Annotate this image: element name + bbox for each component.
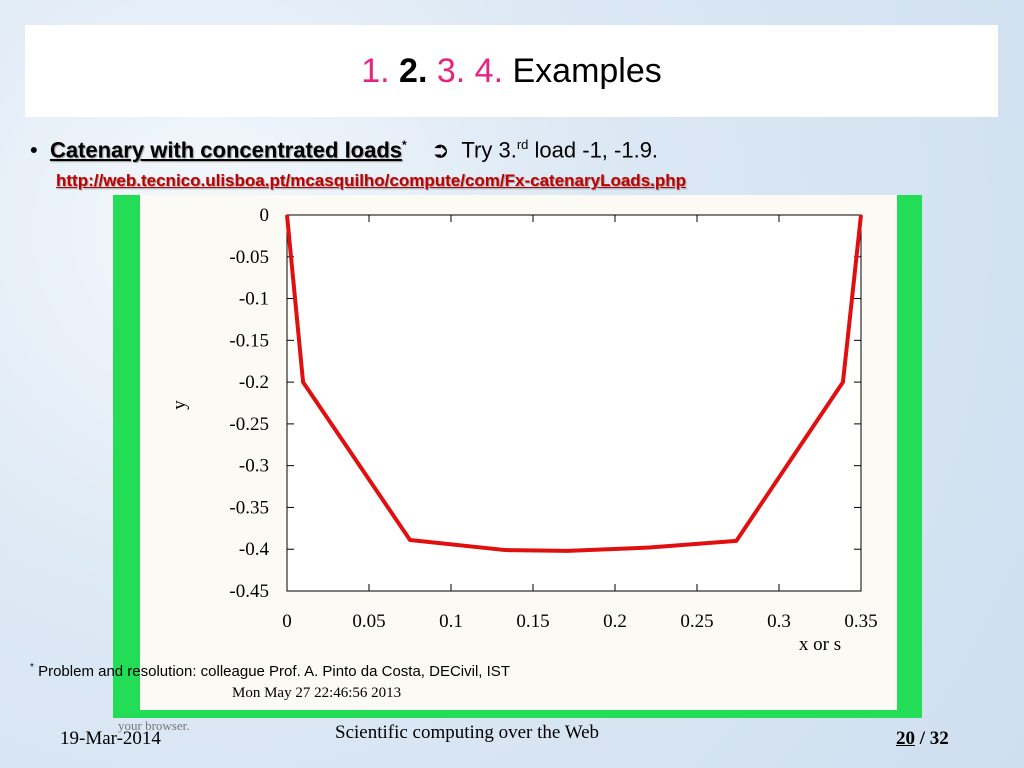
x-tick-label: 0.3 (767, 611, 791, 632)
sup: rd (516, 137, 529, 152)
fragment: your browser. (118, 718, 190, 733)
x-tick-label: 0.2 (603, 611, 627, 632)
x-axis-label: x or s (799, 634, 841, 655)
title-part: 1. (361, 51, 390, 90)
y-tick-label: -0.15 (229, 330, 269, 351)
page: 20 (896, 728, 915, 749)
x-tick-label: 0.35 (844, 611, 877, 632)
y-axis-label: y (169, 400, 190, 410)
y-tick-label: -0.45 (229, 581, 269, 602)
data-line (285, 214, 863, 553)
bullet: • Catenary with concentrated loads* ➲ Tr… (30, 137, 659, 163)
footnote-mark: * (30, 662, 34, 673)
link[interactable]: http://web.tecnico.ulisboa.pt/mcasquilho… (56, 171, 687, 190)
chart: x or s y 0 -0.05 -0.1 -0.15 -0.2 -0.25 -0.3 -0.… (169, 205, 878, 655)
footnote-text: Problem and resolution: colleague Prof. … (38, 663, 510, 680)
title-part: 3. 4. (436, 51, 504, 90)
plot-frame (286, 214, 862, 592)
text: load -1, -1.9. (534, 137, 659, 163)
timestamp: Mon May 27 22:46:56 2013 (232, 685, 402, 701)
y-tick-label: -0.4 (239, 539, 270, 560)
y-tick-label: -0.25 (229, 414, 269, 435)
text: Try 3. (461, 137, 517, 163)
x-tick-label: 0.25 (680, 611, 713, 632)
x-tick-label: 0.1 (439, 611, 463, 632)
y-tick-label: -0.35 (229, 497, 269, 518)
y-tick-label: -0.2 (239, 372, 269, 393)
x-tick-label: 0.05 (352, 611, 385, 632)
page-total: / 32 (919, 728, 949, 749)
x-tick-label: 0 (282, 611, 292, 632)
y-tick-label: -0.1 (239, 289, 269, 310)
y-tick-label: -0.05 (229, 247, 269, 268)
footer-course: Scientific computing over the Web (335, 722, 600, 743)
page-number: 20 / 32 (896, 728, 949, 750)
title: 1. 2. 3. 4. Examples (25, 25, 998, 117)
footnote-mark: * (402, 138, 407, 152)
bullet-lead: Catenary with concentrated loads (49, 137, 403, 163)
y-tick-label: -0.3 (239, 456, 269, 477)
title-part: 2. (399, 51, 428, 90)
title-part: Examples (512, 51, 662, 90)
footer-date: 19-Mar-2014 (60, 728, 161, 749)
x-tick-label: 0.15 (516, 611, 549, 632)
footnote: * Problem and resolution: colleague Prof… (30, 662, 510, 680)
arrow: ➲ (431, 137, 450, 163)
y-tick-label: 0 (260, 205, 270, 226)
